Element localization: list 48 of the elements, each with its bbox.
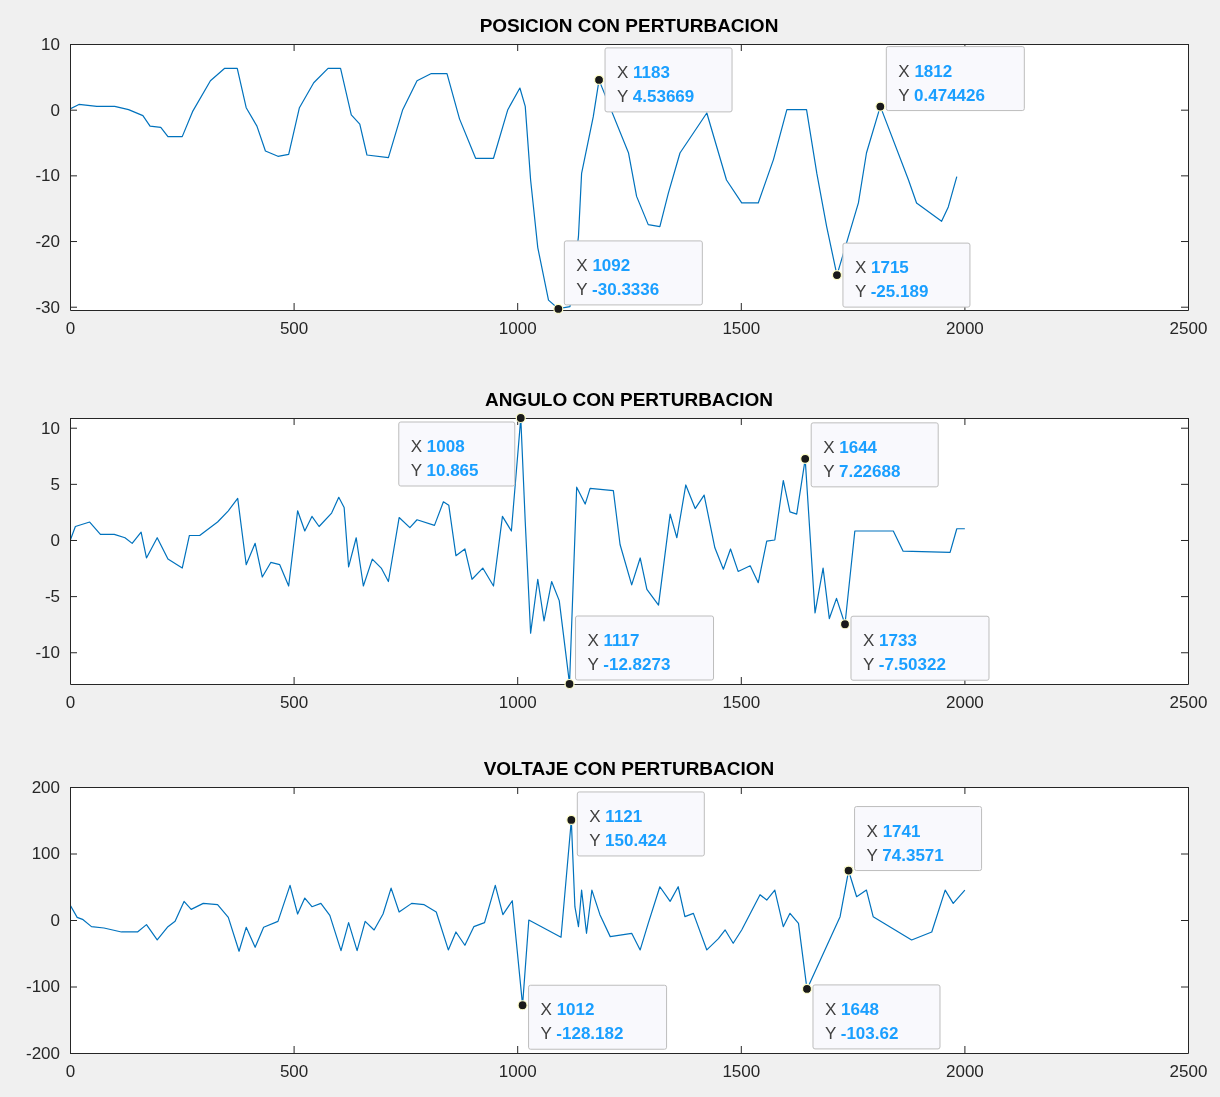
x-tick-label: 1500 (722, 693, 761, 713)
annotation: X 1741 Y 74.3571 (866, 821, 944, 865)
x-tick-label: 2000 (945, 319, 984, 339)
y-tick-label: -20 (35, 231, 60, 251)
y-tick-label: 5 (50, 474, 60, 494)
x-tick-label: 1000 (498, 693, 537, 713)
x-tick-label: 1500 (722, 319, 761, 339)
y-tick-label: -30 (35, 297, 60, 317)
x-tick-label: 2000 (945, 693, 984, 713)
chart-title: VOLTAJE CON PERTURBACION (483, 758, 775, 779)
y-tick-label: 10 (41, 418, 60, 438)
x-tick-label: 1000 (498, 1062, 537, 1082)
x-tick-label: 2500 (1169, 1062, 1208, 1082)
x-tick-label: 0 (65, 319, 76, 339)
x-tick-label: 1500 (722, 1062, 761, 1082)
annotation: X 1121 Y 150.424 (589, 806, 668, 850)
chart-title: POSICION CON PERTURBACION (479, 15, 779, 36)
annotation: X 1117 Y -12.8273 (587, 631, 671, 674)
y-tick-label: -200 (25, 1043, 60, 1063)
annotation: X 1008 Y 10.865 (410, 437, 479, 480)
y-tick-label: 0 (50, 910, 60, 930)
x-tick-label: 500 (279, 319, 309, 339)
x-tick-label: 0 (65, 693, 76, 713)
y-tick-label: -10 (35, 166, 60, 186)
y-tick-label: 0 (50, 530, 60, 550)
annotation: X 1644 Y 7.22688 (823, 437, 901, 481)
annotation: X 1733 Y -7.50322 (863, 631, 946, 675)
x-tick-label: 1000 (498, 319, 537, 339)
y-tick-label: 10 (41, 34, 60, 54)
y-tick-label: 200 (31, 777, 60, 797)
y-tick-label: -5 (44, 587, 60, 607)
y-tick-label: 100 (31, 844, 60, 864)
x-tick-label: 0 (65, 1062, 76, 1082)
chart-title: ANGULO CON PERTURBACION (484, 389, 774, 410)
annotation: X 1715 Y -25.189 (854, 258, 929, 302)
y-tick-label: -100 (25, 977, 60, 997)
x-tick-label: 2500 (1169, 693, 1208, 713)
x-tick-label: 500 (279, 693, 309, 713)
annotation: X 1812 Y 0.474426 (898, 61, 985, 105)
x-tick-label: 2000 (945, 1062, 984, 1082)
x-tick-label: 500 (279, 1062, 309, 1082)
annotation: X 1183 Y 4.53669 (617, 62, 695, 106)
annotation: X 1012 Y -128.182 (540, 1000, 624, 1044)
y-tick-label: 0 (50, 100, 60, 120)
annotation: X 1648 Y -103.62 (824, 999, 899, 1043)
x-tick-label: 2500 (1169, 319, 1208, 339)
annotation: X 1092 Y -30.3336 (576, 255, 660, 299)
y-tick-label: -10 (35, 643, 60, 663)
